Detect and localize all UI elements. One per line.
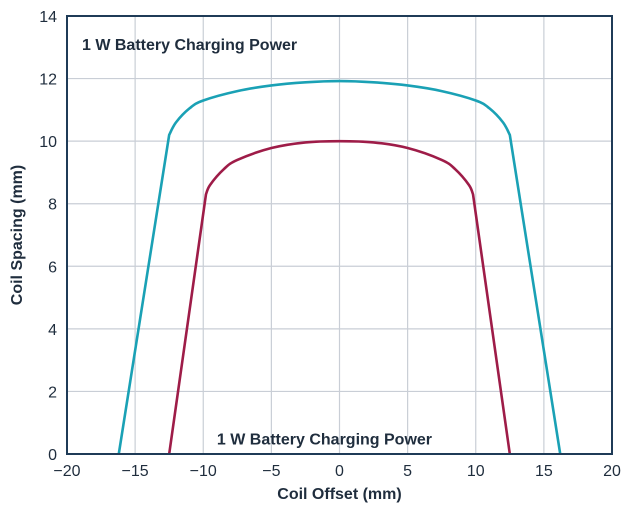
plot-frame	[66, 15, 613, 455]
series-line-2	[167, 139, 512, 455]
y-tick-label: 2	[48, 384, 57, 401]
series-line-1	[117, 79, 562, 455]
series-group	[117, 79, 562, 455]
x-tick-labels: −20 −15 −10 −5 0 5 10 15 20	[53, 463, 621, 480]
y-tick-label: 10	[39, 134, 57, 151]
x-tick-label: 20	[603, 463, 621, 480]
y-tick-label: 8	[48, 197, 57, 214]
y-axis-title: Coil Spacing (mm)	[9, 165, 26, 305]
annotation-top: 1 W Battery Charging Power	[82, 37, 297, 54]
x-tick-label: −20	[53, 463, 80, 480]
x-tick-label: −5	[262, 463, 280, 480]
x-tick-label: 10	[467, 463, 485, 480]
x-tick-label: −10	[190, 463, 217, 480]
y-tick-label: 12	[39, 72, 57, 89]
y-tick-label: 4	[48, 322, 57, 339]
x-tick-label: 0	[335, 463, 344, 480]
x-tick-label: 5	[403, 463, 412, 480]
y-tick-label: 0	[48, 447, 57, 464]
y-tick-label: 6	[48, 259, 57, 276]
y-tick-labels: 0 2 4 6 8 10 12 14	[39, 9, 57, 464]
annotation-bottom: 1 W Battery Charging Power	[217, 431, 432, 448]
x-axis-title: Coil Offset (mm)	[277, 486, 401, 503]
y-tick-label: 14	[39, 9, 57, 26]
x-tick-label: 15	[535, 463, 553, 480]
x-tick-label: −15	[122, 463, 149, 480]
